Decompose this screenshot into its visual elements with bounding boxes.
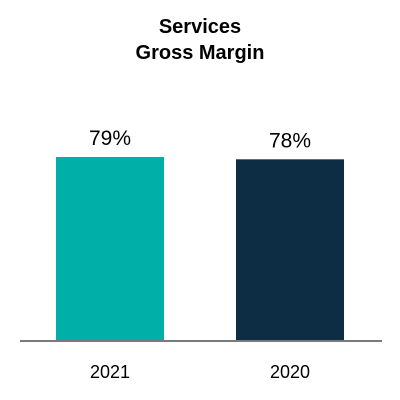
value-label-2021: 79% bbox=[89, 127, 131, 150]
chart-title-line-1: Services bbox=[158, 16, 242, 38]
value-label-2020: 78% bbox=[269, 129, 311, 152]
chart-title-line-2: Gross Margin bbox=[135, 42, 265, 64]
x-tick-label-2020: 2020 bbox=[270, 362, 310, 382]
labels-layer: 79% 2021 78% 2020 bbox=[89, 127, 311, 382]
chart-title: Services Gross Margin bbox=[0, 14, 400, 66]
bars-layer bbox=[56, 157, 344, 340]
x-tick-label-2021: 2021 bbox=[90, 362, 130, 382]
bar-2020 bbox=[236, 159, 344, 340]
bar-2021 bbox=[56, 157, 164, 340]
